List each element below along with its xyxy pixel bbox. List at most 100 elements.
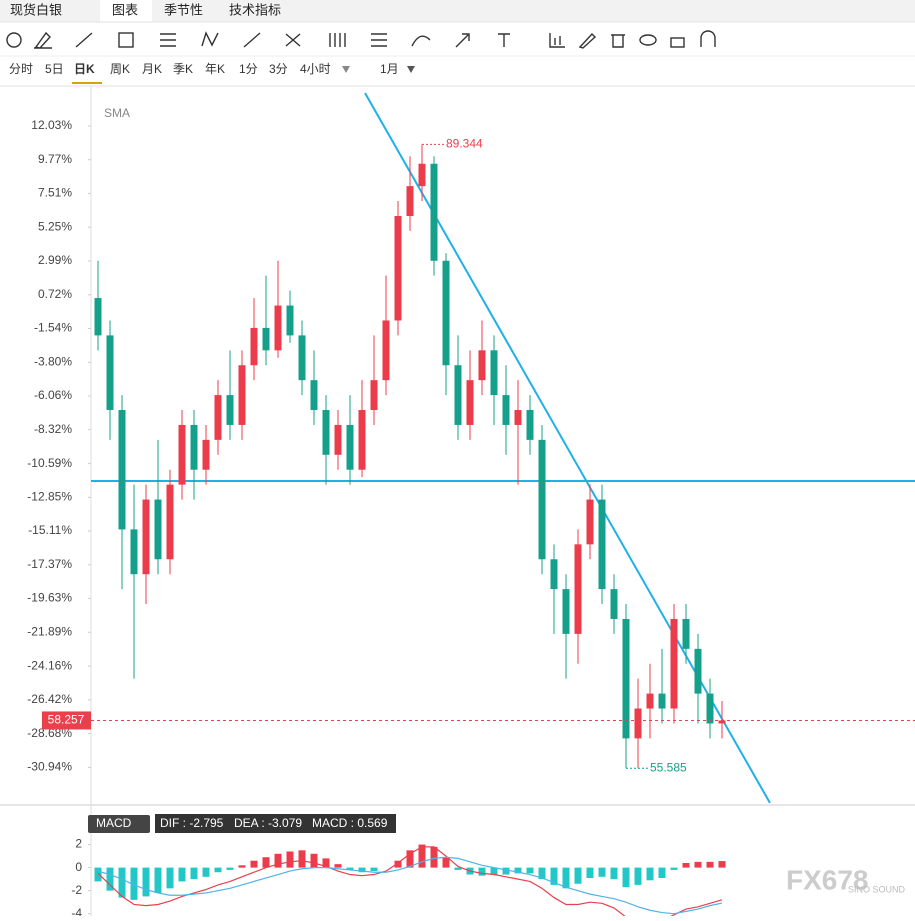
- candle-body: [190, 424, 198, 470]
- macd-tick-label: -2: [71, 883, 82, 897]
- macd-bar: [298, 850, 306, 868]
- macd-bar: [106, 867, 114, 891]
- candle-body: [538, 439, 546, 560]
- macd-bar: [262, 857, 270, 868]
- timeframe[interactable]: 1分: [239, 62, 258, 76]
- candle-body: [430, 163, 438, 261]
- macd-tick-label: -4: [71, 906, 82, 916]
- candle-body: [298, 335, 306, 381]
- timeframe[interactable]: 1月: [380, 62, 399, 76]
- toolbar-icons[interactable]: [6, 30, 716, 49]
- timeframe[interactable]: 月K: [142, 62, 162, 76]
- candle-body: [478, 350, 486, 381]
- macd-bar: [430, 846, 438, 868]
- macd-bar: [202, 867, 210, 877]
- candle-body: [670, 618, 678, 709]
- dropdown[interactable]: [342, 66, 350, 73]
- candle-body: [166, 484, 174, 560]
- macd-bar: [646, 867, 654, 881]
- y-tick-label: 0.72%: [38, 287, 72, 301]
- timeframe[interactable]: 3分: [269, 62, 288, 76]
- candle-body: [502, 395, 510, 425]
- macd-bar: [514, 867, 522, 874]
- macd-badge[interactable]: [88, 815, 150, 833]
- macd-bar: [274, 853, 282, 868]
- macd-dif-line: [97, 846, 723, 916]
- y-tick-label: -26.42%: [27, 692, 72, 706]
- candle-body: [382, 320, 390, 381]
- macd-bar: [322, 858, 330, 868]
- macd-name: MACD: [96, 816, 132, 830]
- tab[interactable]: 图表: [112, 2, 138, 17]
- candle-body: [574, 544, 582, 634]
- y-tick-label: -8.32%: [34, 422, 72, 436]
- macd-bar: [250, 860, 258, 868]
- timeframe[interactable]: 分时: [9, 62, 33, 76]
- candle-body: [370, 380, 378, 411]
- candle-body: [358, 410, 366, 470]
- candle-body: [490, 350, 498, 396]
- watermark: FX678: [786, 864, 869, 895]
- macd-bar: [598, 867, 606, 877]
- candle-body: [562, 589, 570, 634]
- candle-body: [658, 693, 666, 709]
- y-tick-label: 5.25%: [38, 219, 72, 233]
- tab[interactable]: 技术指标: [229, 2, 281, 17]
- y-tick-label: -21.89%: [27, 624, 72, 638]
- dropdown[interactable]: [407, 66, 415, 73]
- candle-body: [250, 327, 258, 366]
- macd-bar: [214, 867, 222, 873]
- candle-body: [442, 260, 450, 366]
- candle-body: [610, 589, 618, 619]
- candle-body: [418, 163, 426, 187]
- candle-body: [646, 693, 654, 709]
- candle-body: [178, 424, 186, 485]
- macd-bar: [226, 867, 234, 870]
- macd-bar: [310, 853, 318, 868]
- candle-body: [550, 559, 558, 590]
- macd-dea: DEA : -3.079: [234, 816, 302, 830]
- candle-body: [286, 305, 294, 336]
- timeframe[interactable]: 周K: [110, 62, 130, 76]
- macd-bar: [562, 867, 570, 889]
- macd-bar: [370, 867, 378, 872]
- macd-bar: [718, 861, 726, 868]
- y-tick-label: -30.94%: [27, 760, 72, 774]
- active-tab: [100, 0, 152, 22]
- candle-body: [694, 648, 702, 694]
- candle-body: [226, 395, 234, 425]
- candle-body: [262, 327, 270, 351]
- watermark-sub: SINO SOUND: [848, 884, 906, 894]
- candle-body: [718, 720, 726, 724]
- macd-bar: [502, 867, 510, 875]
- drawings[interactable]: [91, 92, 915, 803]
- candle-body: [586, 499, 594, 545]
- candle-body: [322, 410, 330, 455]
- y-tick-label: -10.59%: [27, 456, 72, 470]
- timeframe[interactable]: 季K: [173, 62, 193, 76]
- macd-value: MACD : 0.569: [312, 816, 388, 830]
- macd-bar: [526, 867, 534, 874]
- active-timeframe-underline: [72, 82, 102, 84]
- macd-bar: [346, 867, 354, 870]
- candle-body: [202, 439, 210, 470]
- macd-bar: [358, 867, 366, 873]
- y-tick-label: 7.51%: [38, 186, 72, 200]
- macd-bar: [406, 850, 414, 868]
- candle-body: [454, 365, 462, 425]
- candle-body: [706, 693, 714, 724]
- tab[interactable]: 现货白银: [10, 2, 62, 17]
- macd-bar: [478, 867, 486, 876]
- candle-body: [334, 424, 342, 455]
- timeframe[interactable]: 年K: [205, 62, 225, 76]
- candle-body: [406, 186, 414, 216]
- timeframe[interactable]: 4小时: [300, 62, 331, 76]
- timeframe[interactable]: 日K: [74, 62, 95, 76]
- y-tick-label: -17.37%: [27, 557, 72, 571]
- macd-bar: [130, 867, 138, 900]
- macd-bar: [178, 867, 186, 882]
- timeframe[interactable]: 5日: [45, 62, 64, 76]
- tab[interactable]: 季节性: [164, 2, 203, 17]
